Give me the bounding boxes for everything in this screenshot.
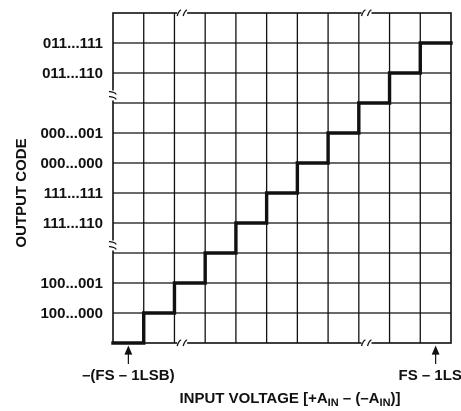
y-tick-label: 000...000 — [40, 155, 103, 172]
y-break-gap — [109, 240, 117, 251]
x-tick-arrow-head — [431, 345, 440, 355]
transfer-staircase — [111, 41, 453, 345]
y-break-mark — [108, 240, 117, 250]
x-break-gap — [361, 9, 372, 17]
y-tick-label: 011...111 — [43, 35, 103, 52]
grid — [112, 12, 452, 344]
x-axis-label-sub2: IN — [380, 397, 391, 409]
y-tick-label: 000...001 — [40, 125, 103, 142]
x-axis-label-sub1: IN — [328, 397, 339, 409]
x-tick-label: –(FS – 1LSB) — [82, 367, 175, 384]
y-axis-label: OUTPUT CODE — [13, 138, 30, 247]
x-break-mark — [176, 9, 188, 17]
x-break-mark — [360, 9, 372, 17]
y-tick-label: 111...110 — [43, 215, 103, 232]
x-tick-arrow-head — [124, 345, 133, 355]
x-break-gap — [177, 9, 188, 17]
plot-border — [112, 12, 452, 344]
axis-breaks — [108, 9, 372, 347]
y-break-mark — [108, 90, 117, 100]
y-break-gap — [109, 90, 117, 101]
x-axis-label-mid: – (–A — [339, 390, 380, 407]
x-axis-label: INPUT VOLTAGE [+AIN – (–AIN)] — [179, 390, 400, 409]
y-tick-label: 100...000 — [40, 305, 103, 322]
y-tick-label: 111...111 — [44, 185, 103, 202]
x-axis-label-end: )] — [391, 390, 401, 407]
x-tick-label: FS – 1LSB — [399, 367, 461, 384]
y-tick-label: 100...001 — [40, 275, 103, 292]
x-break-gap — [361, 339, 372, 347]
y-tick-labels: 011...111 011...110 000...001 000...000 111.… — [40, 35, 103, 322]
x-axis-label-main: INPUT VOLTAGE [+A — [179, 390, 327, 407]
x-break-mark — [176, 339, 188, 347]
x-tick-labels: –(FS – 1LSB) FS – 1LSB — [82, 345, 461, 384]
x-break-mark — [360, 339, 372, 347]
staircase-line — [111, 41, 453, 345]
x-break-gap — [177, 339, 188, 347]
y-tick-label: 011...110 — [42, 65, 103, 82]
